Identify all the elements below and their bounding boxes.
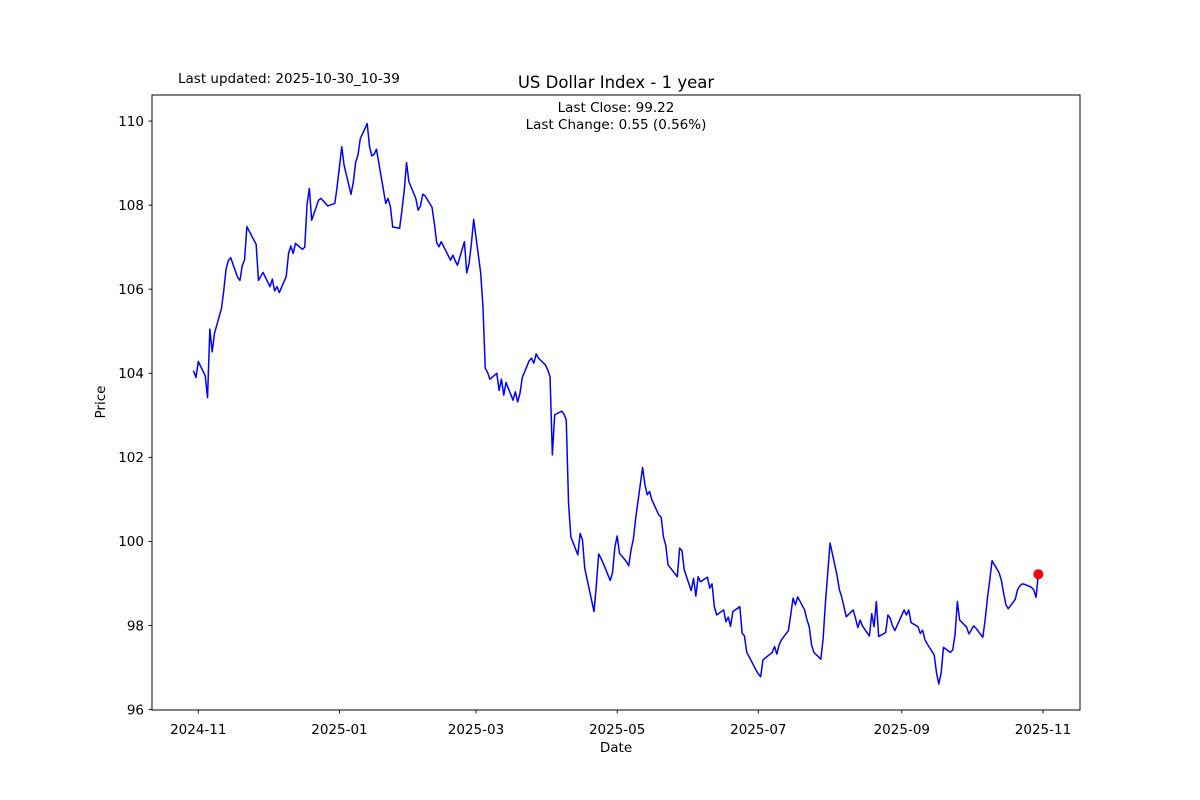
- x-tick-label: 2025-09: [874, 722, 930, 738]
- y-tick-label: 96: [127, 702, 144, 718]
- y-tick-label: 102: [118, 450, 144, 466]
- x-tick-label: 2025-05: [589, 722, 645, 738]
- y-tick-label: 108: [118, 198, 144, 214]
- y-tick-label: 98: [127, 618, 144, 634]
- x-tick-label: 2024-11: [170, 722, 226, 738]
- y-tick-label: 104: [118, 366, 144, 382]
- x-tick-label: 2025-03: [448, 722, 504, 738]
- x-tick-label: 2025-01: [311, 722, 367, 738]
- price-line: [192, 122, 1040, 685]
- last-change-annotation: Last Change: 0.55 (0.56%): [525, 116, 707, 133]
- last-price-marker: [1033, 569, 1044, 580]
- last-close-annotation: Last Close: 99.22: [557, 99, 675, 116]
- last-updated-text: Last updated: 2025-10-30_10-39: [178, 71, 400, 87]
- chart-title: US Dollar Index - 1 year: [517, 73, 715, 92]
- x-tick-label: 2025-11: [1015, 722, 1071, 738]
- y-axis-label: Price: [93, 385, 109, 419]
- y-tick-label: 100: [118, 534, 144, 550]
- x-axis-label: Date: [599, 740, 633, 756]
- x-tick-label: 2025-07: [730, 722, 786, 738]
- plot-border: [151, 94, 1081, 711]
- y-tick-label: 106: [118, 282, 144, 298]
- y-tick-label: 110: [118, 114, 144, 130]
